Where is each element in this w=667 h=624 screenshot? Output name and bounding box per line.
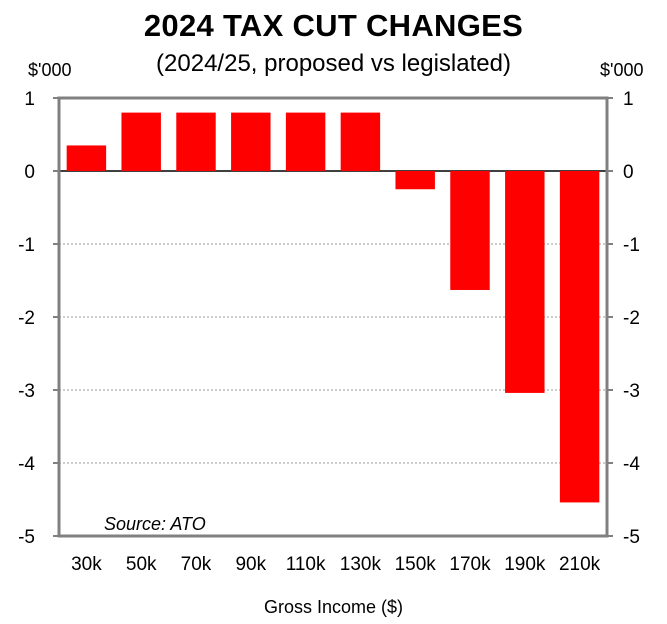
bar-30k [66, 145, 107, 171]
x-tick-label: 50k [126, 554, 157, 575]
bar-170k [450, 171, 490, 290]
left-axis-unit: $'000 [28, 60, 72, 80]
bar-50k [121, 112, 161, 171]
source-label: Source: ATO [104, 514, 206, 534]
x-tick-label: 30k [71, 554, 102, 575]
right-axis-unit: $'000 [600, 60, 644, 80]
y-tick-label-left: 1 [24, 89, 35, 110]
x-axis-label: Gross Income ($) [263, 597, 404, 617]
y-tick-label-left: -1 [18, 235, 35, 256]
bar-150k [395, 171, 435, 190]
x-tick-label: 110k [286, 554, 326, 575]
y-tick-label-left: 0 [24, 162, 35, 183]
bar-70k [176, 112, 216, 171]
chart-title: 2024 TAX CUT CHANGES [143, 8, 524, 43]
x-tick-label: 150k [395, 554, 437, 575]
y-tick-label-right: -1 [623, 235, 640, 256]
x-tick-label: 170k [449, 554, 491, 575]
x-tick-label: 90k [235, 554, 266, 575]
y-tick-label-right: 0 [623, 162, 634, 183]
x-tick-label: 70k [181, 554, 212, 575]
x-tick-label: 130k [340, 554, 382, 575]
bar-190k [505, 171, 545, 393]
y-tick-label-left: -2 [18, 308, 35, 329]
y-tick-label-right: 1 [623, 89, 634, 110]
bar-110k [285, 112, 326, 171]
y-tick-label-right: -2 [623, 308, 640, 329]
tick-layer: 1 1 0 0 -1 -1 -2 -2 -3 -3 -4 -4 -5 -5 30k 50k 70k 90k 110k… [18, 89, 640, 575]
x-tick-label: 210k [559, 554, 601, 575]
chart-subtitle: (2024/25, proposed vs legislated) [156, 50, 511, 77]
y-tick-label-left: -5 [18, 527, 35, 548]
x-tick-label: 190k [504, 554, 546, 575]
bar-layer [66, 112, 600, 503]
bar-130k [340, 112, 381, 171]
bar-90k [231, 112, 271, 171]
y-tick-label-right: -4 [623, 454, 640, 475]
y-tick-label-right: -5 [623, 527, 640, 548]
y-tick-label-left: -4 [18, 454, 35, 475]
y-tick-label-left: -3 [18, 381, 35, 402]
bar-210k [559, 171, 600, 503]
y-tick-label-right: -3 [623, 381, 640, 402]
